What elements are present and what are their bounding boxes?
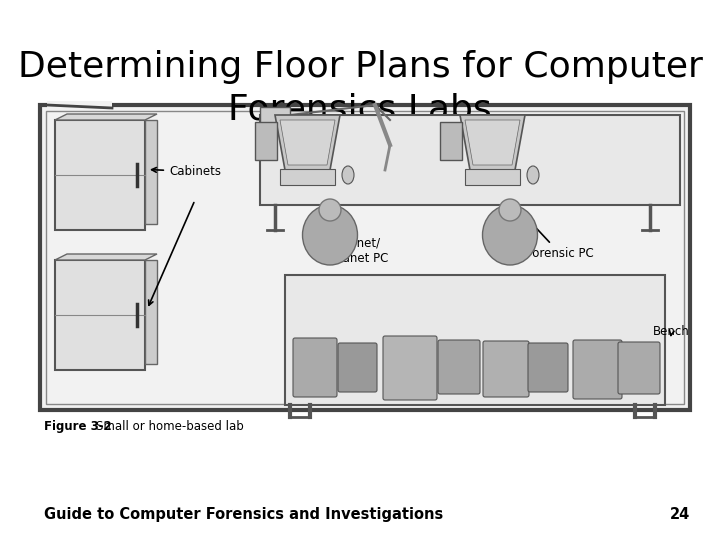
Ellipse shape: [499, 199, 521, 221]
Polygon shape: [280, 120, 335, 165]
Text: Guide to Computer Forensics and Investigations: Guide to Computer Forensics and Investig…: [44, 507, 444, 522]
Ellipse shape: [527, 166, 539, 184]
Text: Cabinets: Cabinets: [152, 165, 221, 178]
Text: Bench: Bench: [653, 325, 690, 338]
FancyBboxPatch shape: [438, 340, 480, 394]
Bar: [145, 120, 157, 224]
Bar: [285, 275, 665, 405]
Polygon shape: [465, 120, 520, 165]
Polygon shape: [275, 115, 340, 170]
Text: Figure 3-2: Figure 3-2: [44, 420, 112, 433]
Text: 24: 24: [670, 507, 690, 522]
Bar: [47, 101, 112, 109]
Ellipse shape: [319, 199, 341, 221]
FancyBboxPatch shape: [483, 341, 529, 397]
Polygon shape: [55, 254, 157, 260]
Bar: [55, 260, 145, 370]
Bar: [280, 169, 335, 185]
Text: Internet/
intranet PC: Internet/ intranet PC: [322, 206, 388, 265]
Ellipse shape: [342, 166, 354, 184]
FancyBboxPatch shape: [383, 336, 437, 400]
Polygon shape: [460, 115, 525, 170]
Bar: [55, 120, 145, 230]
FancyBboxPatch shape: [338, 343, 377, 392]
Text: Small or home-based lab: Small or home-based lab: [96, 420, 244, 433]
Bar: [46, 111, 684, 404]
FancyBboxPatch shape: [528, 343, 568, 392]
Bar: [440, 122, 462, 160]
Bar: [465, 169, 520, 185]
Bar: [40, 105, 690, 410]
Bar: [260, 115, 680, 205]
Polygon shape: [55, 114, 157, 120]
Text: Forensic PC: Forensic PC: [513, 204, 594, 260]
FancyBboxPatch shape: [293, 338, 337, 397]
Bar: [255, 122, 277, 160]
Ellipse shape: [302, 205, 358, 265]
Bar: [260, 107, 290, 127]
Text: Determining Floor Plans for Computer
Forensics Labs: Determining Floor Plans for Computer For…: [17, 50, 703, 126]
Ellipse shape: [482, 205, 538, 265]
FancyBboxPatch shape: [573, 340, 622, 399]
Bar: [145, 260, 157, 364]
FancyBboxPatch shape: [618, 342, 660, 394]
